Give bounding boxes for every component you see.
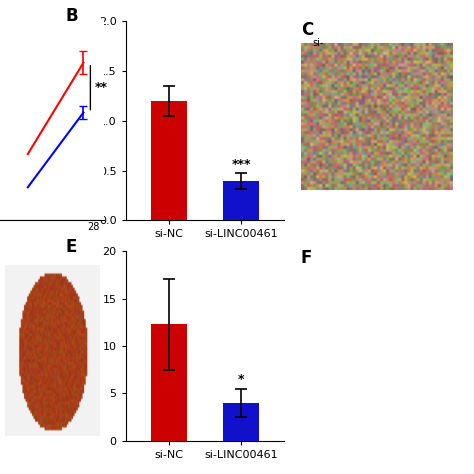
Bar: [151, 101, 187, 220]
Bar: [223, 181, 259, 220]
Text: E: E: [65, 238, 77, 256]
Bar: [223, 403, 259, 441]
Text: F: F: [301, 249, 312, 267]
Text: *: *: [238, 373, 244, 386]
Text: si-: si-: [313, 38, 324, 48]
Text: C: C: [301, 21, 313, 39]
Text: B: B: [65, 8, 78, 26]
Text: **: **: [94, 81, 108, 94]
Y-axis label: Tumor weight(g): Tumor weight(g): [85, 75, 95, 167]
Y-axis label: Number of tumor nodules: Number of tumor nodules: [88, 274, 98, 418]
Bar: [151, 324, 187, 441]
Text: 28: 28: [88, 222, 100, 232]
Text: ***: ***: [231, 158, 251, 171]
